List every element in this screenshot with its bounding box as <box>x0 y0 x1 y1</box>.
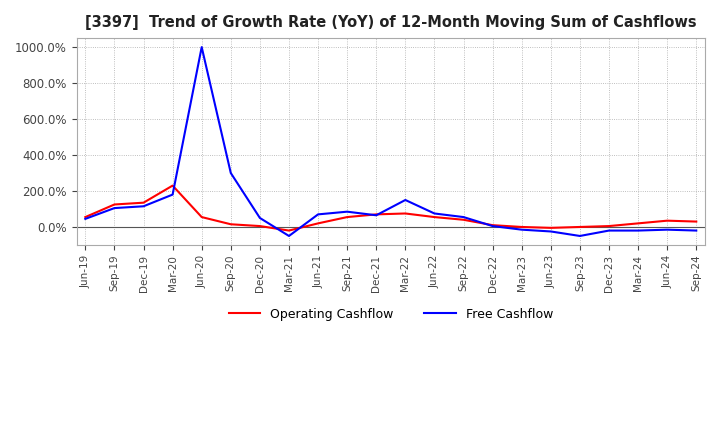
Operating Cashflow <box>488 223 497 228</box>
Operating Cashflow <box>314 221 323 226</box>
Free Cashflow <box>692 228 701 233</box>
Operating Cashflow <box>575 224 584 230</box>
Free Cashflow <box>110 205 119 211</box>
Free Cashflow <box>605 228 613 233</box>
Free Cashflow <box>256 215 264 220</box>
Operating Cashflow <box>634 221 642 226</box>
Operating Cashflow <box>81 214 90 220</box>
Operating Cashflow <box>430 214 438 220</box>
Operating Cashflow <box>372 212 381 217</box>
Operating Cashflow <box>110 202 119 207</box>
Operating Cashflow <box>692 219 701 224</box>
Operating Cashflow <box>139 200 148 205</box>
Operating Cashflow <box>401 211 410 216</box>
Free Cashflow <box>546 229 555 234</box>
Free Cashflow <box>430 211 438 216</box>
Free Cashflow <box>488 224 497 229</box>
Free Cashflow <box>314 212 323 217</box>
Free Cashflow <box>372 213 381 218</box>
Operating Cashflow <box>663 218 672 224</box>
Free Cashflow <box>663 227 672 232</box>
Operating Cashflow <box>546 225 555 231</box>
Operating Cashflow <box>227 222 235 227</box>
Free Cashflow <box>575 233 584 238</box>
Free Cashflow <box>401 198 410 203</box>
Free Cashflow <box>284 233 293 238</box>
Operating Cashflow <box>343 214 351 220</box>
Legend: Operating Cashflow, Free Cashflow: Operating Cashflow, Free Cashflow <box>223 303 558 326</box>
Operating Cashflow <box>518 224 526 230</box>
Free Cashflow <box>459 214 468 220</box>
Operating Cashflow <box>605 224 613 229</box>
Operating Cashflow <box>168 183 177 188</box>
Operating Cashflow <box>256 224 264 229</box>
Operating Cashflow <box>197 214 206 220</box>
Operating Cashflow <box>459 217 468 222</box>
Free Cashflow <box>634 228 642 233</box>
Free Cashflow <box>81 216 90 221</box>
Free Cashflow <box>139 204 148 209</box>
Free Cashflow <box>343 209 351 214</box>
Title: [3397]  Trend of Growth Rate (YoY) of 12-Month Moving Sum of Cashflows: [3397] Trend of Growth Rate (YoY) of 12-… <box>85 15 697 30</box>
Free Cashflow <box>518 227 526 232</box>
Free Cashflow <box>197 44 206 50</box>
Free Cashflow <box>227 170 235 176</box>
Line: Operating Cashflow: Operating Cashflow <box>86 186 696 231</box>
Line: Free Cashflow: Free Cashflow <box>86 47 696 236</box>
Operating Cashflow <box>284 228 293 233</box>
Free Cashflow <box>168 192 177 197</box>
